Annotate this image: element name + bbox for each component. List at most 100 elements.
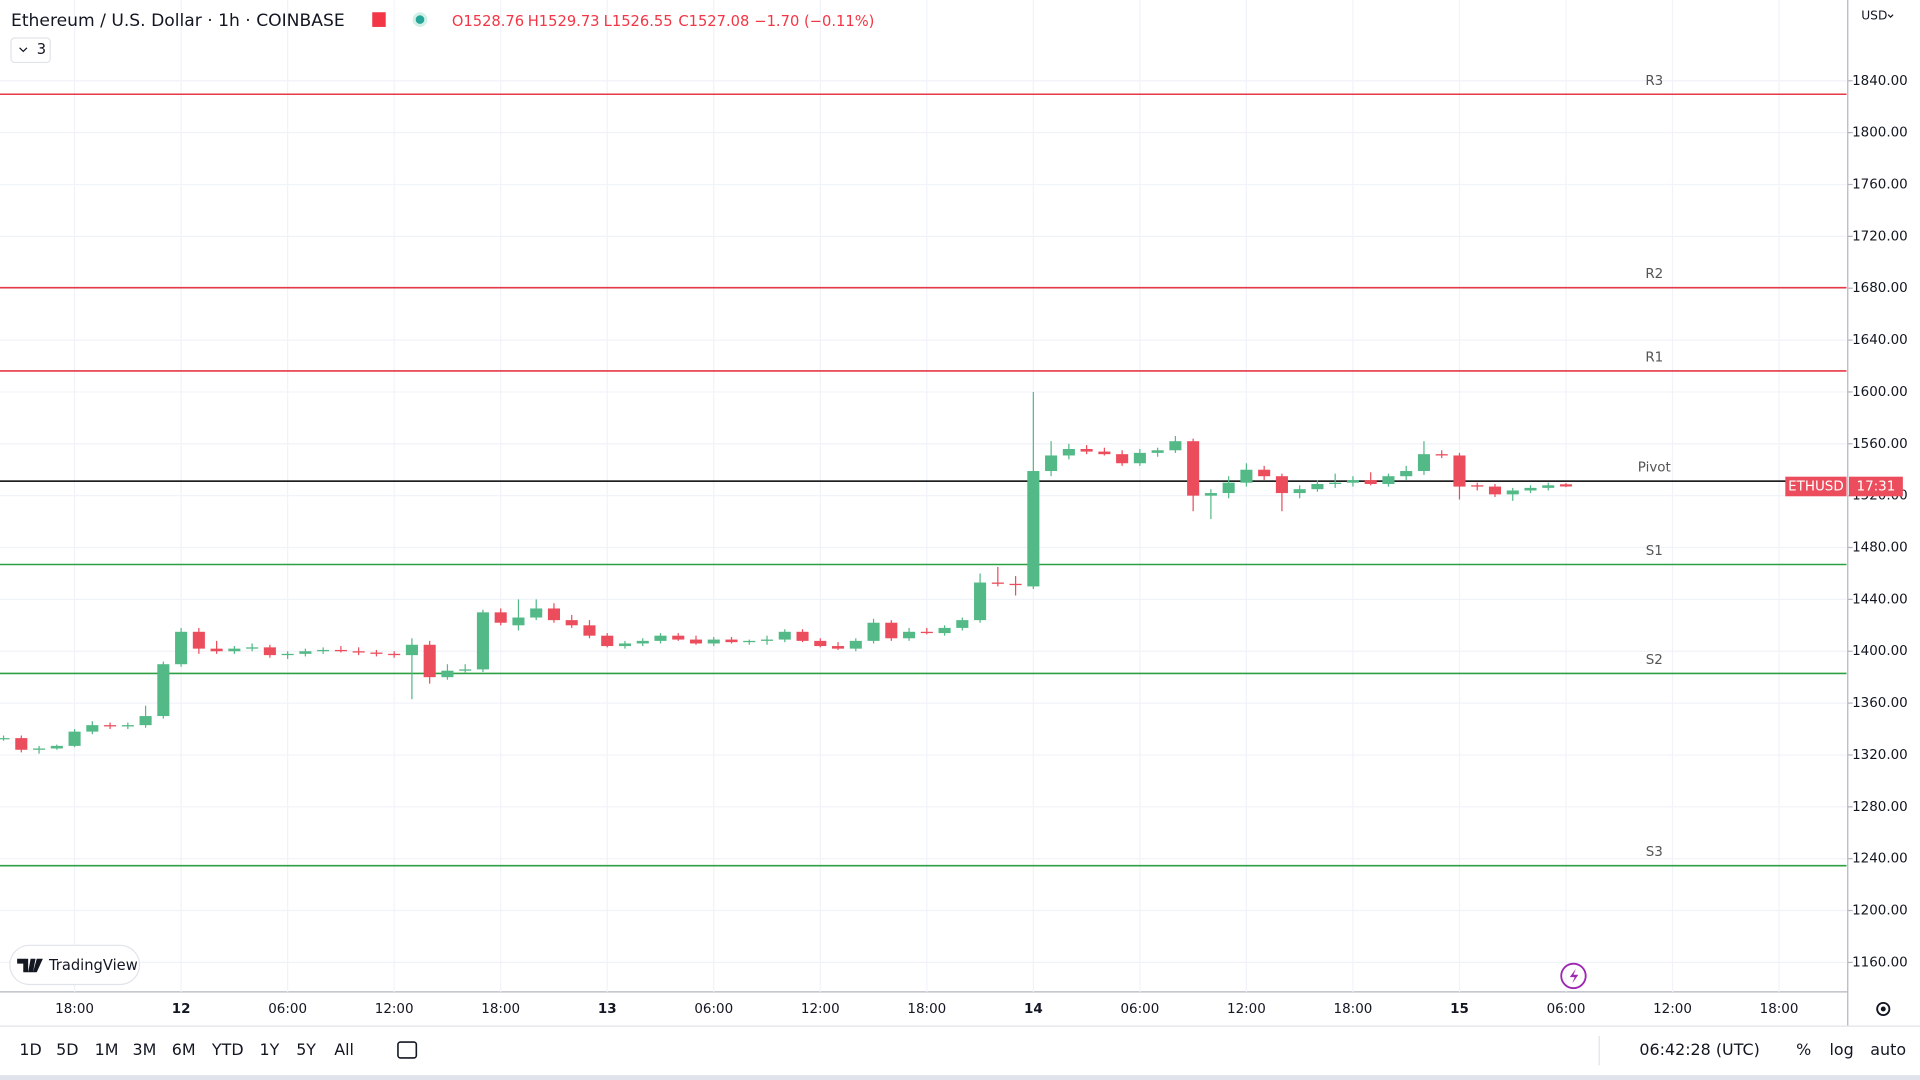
- date-range-icon[interactable]: [397, 1041, 418, 1059]
- range-button[interactable]: All: [334, 1040, 354, 1059]
- candle-body: [672, 635, 685, 640]
- candle-body: [121, 725, 134, 727]
- ohlc-value: C1527.08: [678, 13, 749, 30]
- price-tag-name: ETHUSD: [1788, 479, 1844, 494]
- candle-body: [459, 669, 472, 671]
- candle-body: [530, 608, 543, 618]
- level-label: S3: [1646, 845, 1663, 860]
- gear: [1876, 1001, 1891, 1017]
- bottom-strip: [0, 1075, 1920, 1080]
- x-tick-label: 12: [172, 1002, 191, 1017]
- candle-body: [210, 648, 223, 652]
- candle-body: [1275, 476, 1288, 494]
- y-tick-label: 1400.00: [1852, 644, 1908, 659]
- chevron: [1887, 14, 1894, 19]
- candle-body: [991, 582, 1004, 584]
- status-dot: [415, 15, 425, 24]
- candle-body: [281, 653, 294, 656]
- currency[interactable]: USD: [1861, 8, 1887, 22]
- candle-body: [565, 620, 578, 626]
- indicators-toggle[interactable]: [10, 37, 51, 64]
- x-tick-label: 18:00: [55, 1002, 94, 1017]
- chevron: [19, 47, 28, 53]
- candle-body: [1133, 452, 1146, 464]
- x-tick-label: 18:00: [481, 1002, 520, 1017]
- range-button[interactable]: 3M: [133, 1040, 157, 1059]
- candle-body: [246, 647, 259, 649]
- candle-body: [263, 647, 276, 656]
- candle-body: [547, 608, 560, 621]
- gear-center: [1880, 1006, 1886, 1012]
- x-tick-label: 15: [1450, 1002, 1469, 1017]
- candle-body: [1098, 451, 1111, 455]
- candle-body: [1080, 448, 1093, 452]
- range-button[interactable]: 5Y: [296, 1040, 316, 1059]
- candle-body: [370, 652, 383, 654]
- level-label: S2: [1646, 653, 1663, 668]
- x-tick-label: 14: [1024, 1002, 1043, 1017]
- range-button[interactable]: 5D: [56, 1040, 78, 1059]
- candle-body: [494, 612, 507, 623]
- candle-body: [1329, 482, 1342, 484]
- settings-icon[interactable]: [1876, 1001, 1891, 1017]
- range-button[interactable]: 1D: [19, 1040, 41, 1059]
- indicator-count[interactable]: 3: [37, 41, 46, 58]
- range-button[interactable]: 1Y: [259, 1040, 279, 1059]
- candle-body: [15, 738, 28, 750]
- candle-body: [1488, 486, 1502, 495]
- x-tick-label: 06:00: [1547, 1002, 1586, 1017]
- brand-name[interactable]: TradingView: [48, 957, 138, 974]
- y-tick-label: 1680.00: [1852, 281, 1908, 296]
- candle-body: [1240, 469, 1253, 483]
- x-tick-label: 12:00: [375, 1002, 414, 1017]
- candle-body: [707, 639, 720, 644]
- candle-body: [1293, 489, 1306, 494]
- y-tick-label: 1240.00: [1852, 852, 1908, 867]
- candle-body: [920, 631, 933, 634]
- y-tick-label: 1560.00: [1852, 437, 1908, 452]
- scale-option[interactable]: log: [1830, 1040, 1854, 1059]
- range-button[interactable]: YTD: [211, 1040, 244, 1059]
- x-tick-label: 06:00: [268, 1002, 307, 1017]
- candle-body: [175, 631, 188, 665]
- toolbar: 1D 5D 1M 3M 6M YTD 1Y 5Y All 06:42:28 (UTC)% log au…: [19, 1040, 1906, 1059]
- candle-body: [334, 649, 347, 652]
- candle-body: [814, 640, 827, 647]
- y-tick-label: 1720.00: [1852, 229, 1908, 244]
- y-tick-label: 1600.00: [1852, 385, 1908, 400]
- range-button[interactable]: 6M: [172, 1040, 196, 1059]
- candle-body: [601, 635, 614, 647]
- candle-body: [689, 639, 703, 644]
- candle-body: [317, 649, 330, 652]
- level-label: R3: [1645, 74, 1663, 89]
- lightning: [1569, 968, 1579, 984]
- candle-body: [352, 651, 365, 653]
- countdown: 17:31: [1857, 479, 1896, 494]
- y-tick-label: 1200.00: [1852, 904, 1908, 919]
- lightning-icon[interactable]: [1560, 962, 1587, 990]
- candle-body: [104, 725, 117, 727]
- range-button[interactable]: 1M: [95, 1040, 119, 1059]
- candle-body: [1116, 454, 1129, 464]
- candle-body: [299, 651, 312, 654]
- candle-body: [1542, 485, 1555, 488]
- level-label: Pivot: [1638, 461, 1671, 476]
- level-label: R1: [1645, 350, 1663, 365]
- x-tick-label: 06:00: [694, 1002, 733, 1017]
- brand-badge[interactable]: [9, 944, 141, 986]
- candle-body: [796, 631, 809, 641]
- y-tick-label: 1840.00: [1852, 74, 1908, 89]
- candle-body: [68, 731, 81, 746]
- x-tick-label: 12:00: [1653, 1002, 1692, 1017]
- candle-body: [1417, 454, 1430, 472]
- candle-body: [1311, 483, 1324, 490]
- scale-option[interactable]: auto: [1870, 1040, 1906, 1059]
- candle-body: [938, 627, 951, 634]
- candle-body: [832, 646, 845, 649]
- candle-body: [192, 631, 205, 649]
- candle-body: [583, 625, 596, 636]
- scale-option[interactable]: %: [1796, 1040, 1811, 1059]
- x-tick-label: 12:00: [801, 1002, 840, 1017]
